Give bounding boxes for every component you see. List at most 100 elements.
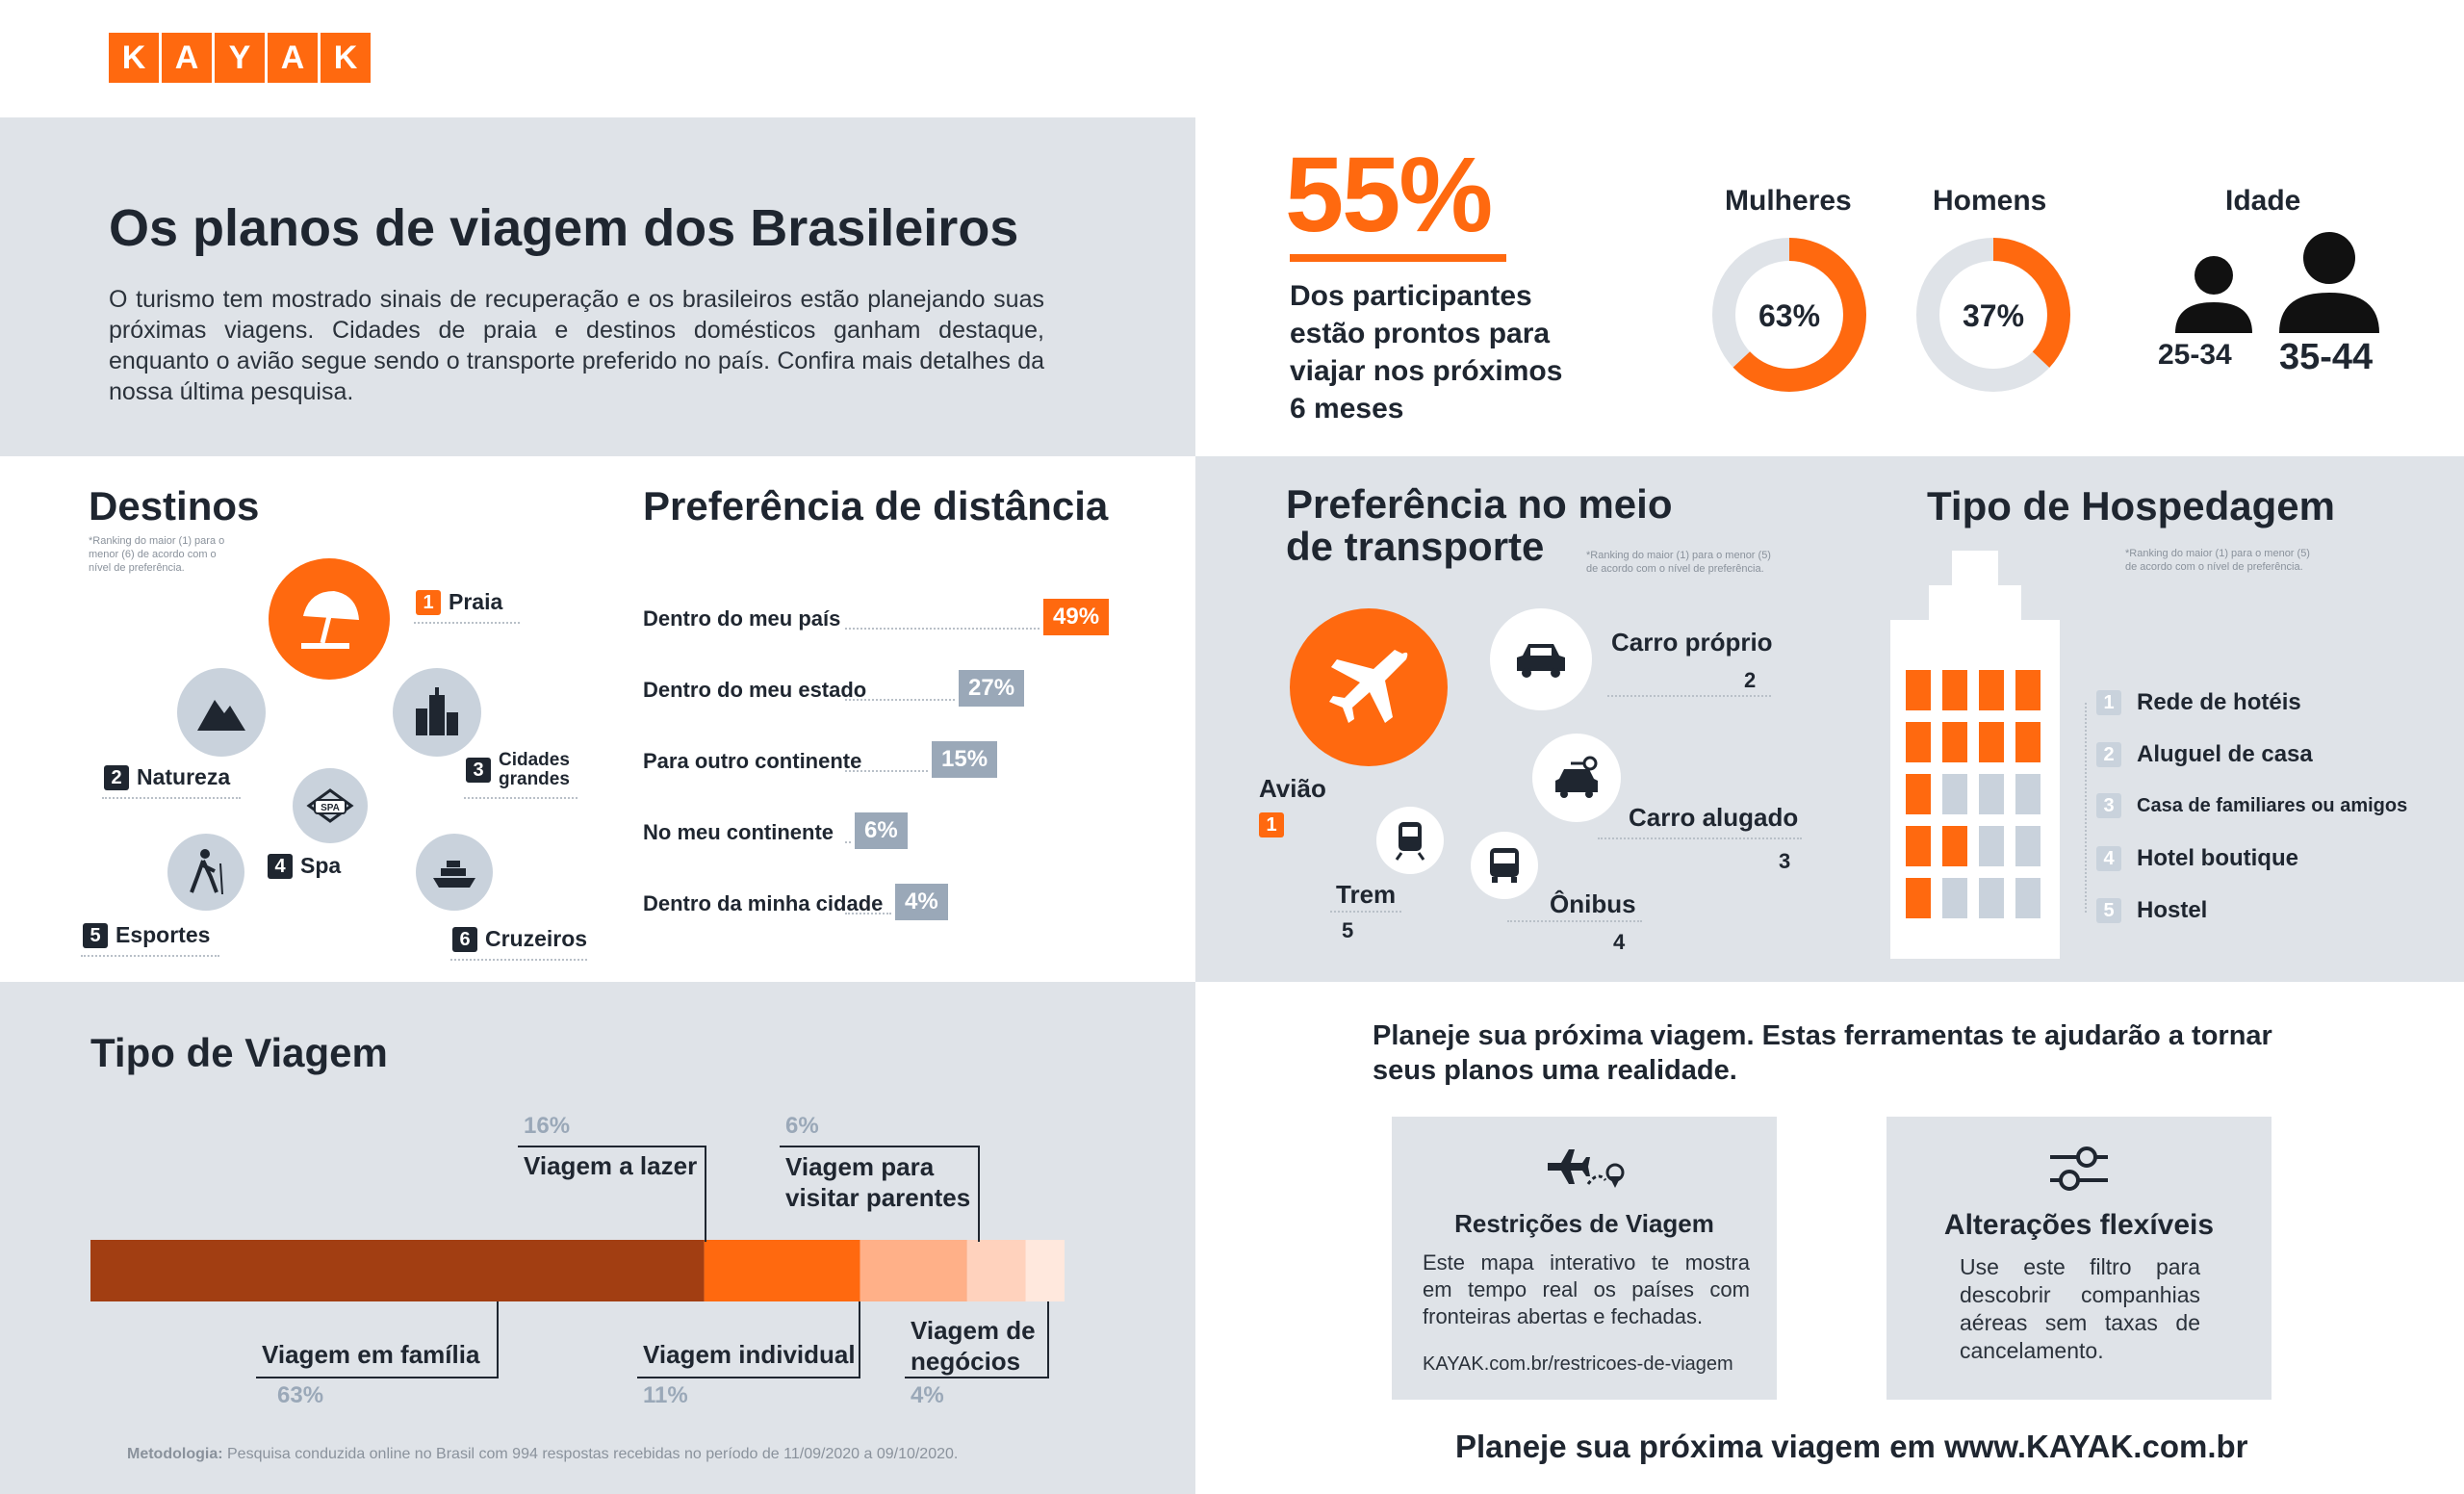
hospedagem-item: 2 Aluguel de casa	[2096, 741, 2313, 768]
transporte-2-rank: 2	[1744, 668, 1757, 692]
hotel-building-icon	[1890, 551, 2060, 959]
distancia-label: Dentro da minha cidade	[643, 891, 884, 915]
hospedagem-rank: 5	[2096, 898, 2121, 923]
hospedagem-label: Hotel boutique	[2137, 845, 2298, 871]
hospedagem-label: Casa de familiares ou amigos	[2137, 794, 2408, 816]
transporte-1-label: Avião	[1259, 774, 1326, 803]
hotel-window	[1942, 878, 1967, 918]
hospedagem-title: Tipo de Hospedagem	[1927, 483, 2335, 528]
intro-text: O turismo tem mostrado sinais de recuper…	[109, 286, 1044, 405]
men-donut: 37%	[1916, 238, 2070, 392]
logo-letter: A	[268, 33, 318, 83]
flexible-changes-card[interactable]: Alterações flexíveis Use este filtro par…	[1886, 1117, 2272, 1400]
distancia-leader	[845, 770, 928, 772]
viagem-bar-segment	[704, 1240, 860, 1301]
beach-umbrella-icon	[269, 558, 390, 680]
distancia-value-badge: 15%	[932, 741, 998, 778]
distancia-label: No meu continente	[643, 820, 834, 844]
transporte-3-label: Carro alugado	[1629, 803, 1799, 832]
women-donut: 63%	[1712, 238, 1866, 392]
destinos-note: *Ranking do maior (1) para o menor (6) d…	[89, 535, 225, 574]
destino-3: 3 Cidades grandes	[466, 751, 570, 789]
mountain-icon	[177, 668, 266, 757]
sliders-icon	[2050, 1146, 2108, 1191]
travel-restrictions-text: Este mapa interativo te mostra em tempo …	[1423, 1250, 1750, 1328]
hospedagem-item: 1 Rede de hotéis	[2096, 689, 2301, 716]
destinos-title: Destinos	[89, 483, 260, 528]
men-donut-arc	[1916, 238, 2070, 392]
transporte-1-rank: 1	[1259, 812, 1284, 837]
viagem-panel	[0, 982, 1195, 1494]
viagem-bar-segment	[1025, 1240, 1065, 1301]
hotel-window	[2015, 670, 2040, 710]
hospedagem-item: 4 Hotel boutique	[2096, 845, 2298, 872]
svg-text:SPA: SPA	[321, 803, 340, 813]
distancia-leader	[845, 841, 851, 843]
distancia-label: Dentro do meu estado	[643, 678, 867, 702]
viagem-bar-segment	[966, 1240, 1026, 1301]
car-icon	[1490, 608, 1592, 710]
flexible-changes-title: Alterações flexíveis	[1943, 1209, 2215, 1241]
logo-letter: A	[162, 33, 212, 83]
big-stat-text: Dos participantes estão prontos para via…	[1290, 280, 1563, 425]
hiker-icon	[167, 834, 244, 911]
footer-cta[interactable]: Planeje sua próxima viagem em www.KAYAK.…	[1455, 1429, 2248, 1464]
viagem-parentes-label: Viagem para visitar parentes	[785, 1152, 971, 1212]
transporte-title: Preferência no meio de transporte	[1286, 481, 1673, 569]
logo-letter: K	[109, 33, 159, 83]
women-donut-arc	[1712, 238, 1866, 392]
hotel-window	[1942, 722, 1967, 762]
viagem-lazer-label: Viagem a lazer	[524, 1151, 698, 1180]
destino-1: 1 Praia	[416, 589, 502, 615]
viagem-familia-value: 63%	[277, 1382, 324, 1408]
distancia-value-badge: 6%	[855, 812, 908, 849]
hospedagem-label: Aluguel de casa	[2137, 741, 2313, 767]
person-small-icon	[2175, 256, 2252, 333]
destino-4: 4 Spa	[268, 853, 341, 879]
hospedagem-rank: 4	[2096, 846, 2121, 871]
distancia-label: Para outro continente	[643, 749, 862, 773]
hotel-window	[2015, 774, 2040, 814]
bus-icon	[1471, 832, 1538, 899]
hospedagem-note: *Ranking do maior (1) para o menor (5) d…	[2125, 548, 2310, 573]
viagem-lazer-value: 16%	[524, 1113, 571, 1139]
big-stat-value: 55%	[1285, 136, 1493, 254]
hospedagem-rank: 1	[2096, 690, 2121, 715]
hospedagem-item: 3 Casa de familiares ou amigos	[2096, 793, 2407, 818]
travel-restrictions-link[interactable]: KAYAK.com.br/restricoes-de-viagem	[1423, 1353, 1733, 1375]
distancia-leader	[845, 699, 955, 701]
hotel-window	[1906, 774, 1931, 814]
hotel-window	[2015, 826, 2040, 866]
hospedagem-label: Rede de hotéis	[2137, 689, 2301, 715]
hotel-window	[1942, 670, 1967, 710]
women-value: 63%	[1758, 298, 1820, 333]
viagem-bar-segment	[860, 1240, 967, 1301]
hotel-window	[1942, 774, 1967, 814]
distancia-leader	[845, 628, 1040, 630]
distancia-value-badge: 4%	[895, 884, 948, 920]
men-value: 37%	[1963, 298, 2024, 333]
hotel-window	[1942, 826, 1967, 866]
viagem-individual-value: 11%	[643, 1382, 688, 1408]
destino-5: 5 Esportes	[83, 922, 210, 948]
hero-panel	[0, 117, 1195, 456]
viagem-familia-label: Viagem em família	[262, 1340, 480, 1369]
flexible-changes-text: Use este filtro para descobrir companhia…	[1960, 1254, 2200, 1363]
viagem-bar-segment	[90, 1240, 705, 1301]
plane-route-icon	[1548, 1149, 1625, 1188]
person-large-icon	[2279, 232, 2379, 333]
hotel-window	[1979, 670, 2004, 710]
hotel-window	[1979, 774, 2004, 814]
destino-2: 2 Natureza	[104, 764, 230, 790]
hotel-window	[1906, 826, 1931, 866]
men-label: Homens	[1933, 185, 2047, 217]
logo-letter: K	[321, 33, 371, 83]
transporte-note: *Ranking do maior (1) para o menor (5) d…	[1586, 550, 1771, 575]
women-label: Mulheres	[1725, 185, 1852, 217]
travel-restrictions-title: Restrições de Viagem	[1454, 1209, 1714, 1238]
travel-restrictions-card[interactable]: Restrições de Viagem Este mapa interativ…	[1392, 1117, 1777, 1400]
transporte-5-rank: 5	[1342, 918, 1354, 942]
transporte-4-label: Ônibus	[1550, 889, 1636, 918]
hospedagem-rank: 3	[2096, 793, 2121, 818]
